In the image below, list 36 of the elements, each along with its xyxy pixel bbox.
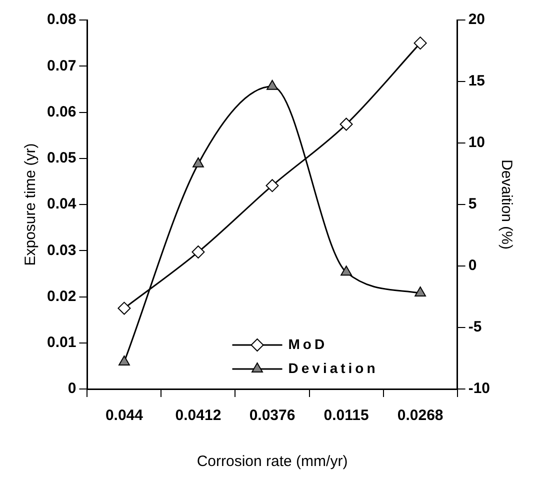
y-tick-label: 0.05 (46, 150, 76, 167)
y2-tick-label: -5 (468, 318, 482, 336)
point (192, 246, 205, 259)
y2-tick-label: 5 (468, 196, 477, 213)
y-tick-label: 0.04 (46, 196, 77, 213)
y2-tick-label: 10 (468, 134, 486, 152)
y-tick-label: 0.01 (46, 334, 76, 352)
point (414, 36, 427, 50)
y-tick-label: 0.03 (46, 242, 76, 259)
x-tick-label: 0.0268 (397, 407, 444, 424)
y2-tick-label: -10 (468, 380, 490, 398)
x-tick-label: 0.0376 (249, 407, 296, 424)
y2-tick-label: 20 (468, 11, 486, 28)
y-tick-label: 0.07 (46, 57, 76, 74)
y-tick-label: 0 (68, 380, 76, 398)
y2-axis-title: Devaition (%) (498, 159, 515, 250)
x-tick-label: 0.0412 (175, 407, 222, 424)
point (414, 286, 426, 297)
y2-tick-label: 0 (468, 257, 477, 274)
point (266, 179, 279, 192)
point (192, 157, 204, 168)
y-axis-title: Exposure time (yr) (22, 143, 40, 266)
legend-label: Deviation (288, 360, 378, 376)
y2-tick-label: 15 (468, 72, 486, 90)
point (118, 355, 130, 366)
x-tick-label: 0.044 (105, 407, 144, 424)
legend-label: MoD (288, 336, 328, 352)
point (266, 80, 278, 90)
point (340, 118, 353, 131)
y-tick-label: 0.02 (46, 288, 76, 305)
x-axis-title: Corrosion rate (mm/yr) (196, 453, 348, 470)
point (118, 302, 131, 315)
point (340, 266, 352, 276)
x-tick-label: 0.0115 (324, 407, 369, 424)
y-tick-label: 0.06 (46, 103, 76, 120)
y-tick-label: 0.08 (46, 11, 76, 28)
